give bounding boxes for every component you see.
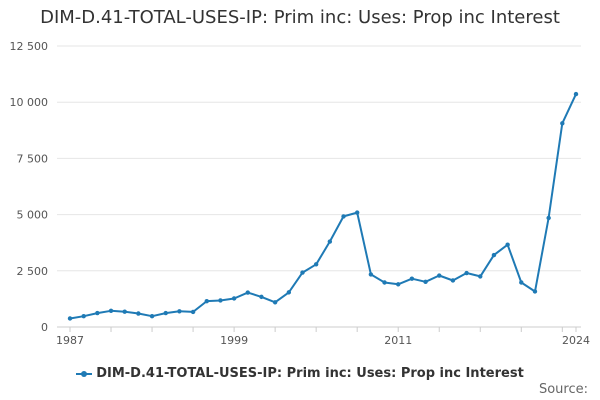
data-point (136, 311, 141, 316)
data-point (327, 239, 333, 244)
data-point (218, 298, 223, 303)
legend-swatch (76, 369, 93, 379)
data-point (396, 282, 401, 287)
y-tick-label: 12 500 (10, 40, 49, 53)
data-point (108, 308, 114, 314)
data-point (532, 289, 538, 294)
data-point (382, 280, 387, 285)
data-point (341, 214, 346, 219)
data-point (177, 309, 182, 314)
data-point (95, 310, 100, 316)
data-point (67, 316, 73, 321)
series-line (69, 93, 577, 320)
y-tick-label: 0 (41, 321, 48, 334)
y-tick-label: 10 000 (10, 96, 49, 109)
data-point (231, 296, 237, 301)
data-point (368, 272, 374, 277)
data-point (300, 270, 305, 275)
data-point (464, 270, 469, 276)
data-point (190, 309, 196, 315)
y-tick-label: 5 000 (17, 209, 49, 222)
x-tick-label: 2024 (562, 334, 590, 347)
data-point (437, 273, 442, 278)
data-point (354, 210, 360, 215)
data-point (259, 294, 264, 300)
data-point (423, 279, 428, 285)
data-point (409, 276, 415, 281)
data-point (491, 252, 497, 258)
data-point (272, 300, 278, 305)
data-point (122, 309, 127, 314)
legend[interactable]: DIM-D.41-TOTAL-USES-IP: Prim inc: Uses: … (0, 366, 600, 381)
data-point (286, 290, 292, 295)
x-tick-label: 2011 (384, 334, 412, 347)
data-point (573, 91, 579, 97)
data-point (81, 314, 86, 319)
data-point (519, 280, 524, 285)
data-point (313, 262, 319, 267)
x-tick-label: 1999 (220, 334, 248, 347)
data-point (546, 215, 551, 221)
y-tick-label: 7 500 (17, 152, 49, 165)
data-point (245, 290, 250, 295)
data-point (204, 298, 209, 304)
legend-label: DIM-D.41-TOTAL-USES-IP: Prim inc: Uses: … (96, 366, 524, 381)
data-point (505, 242, 510, 247)
data-point (478, 274, 483, 279)
source-label: Source: (538, 382, 588, 397)
y-tick-label: 2 500 (17, 265, 49, 278)
chart-title: DIM-D.41-TOTAL-USES-IP: Prim inc: Uses: … (40, 7, 560, 28)
x-tick-label: 1987 (56, 334, 84, 347)
data-point (560, 121, 565, 126)
data-point (450, 278, 456, 283)
data-point (163, 310, 168, 316)
data-point (149, 314, 155, 319)
